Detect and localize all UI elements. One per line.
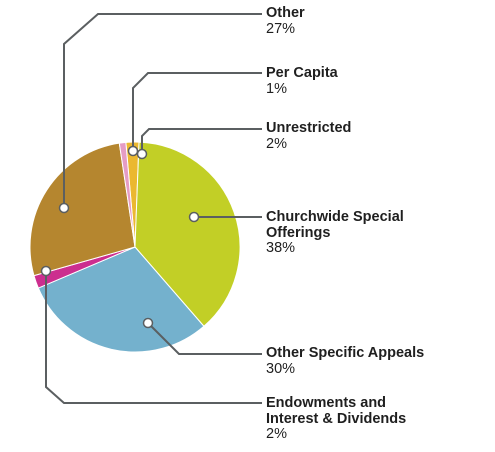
leader-line-per-capita [132,72,262,151]
label-churchwide-name-line2: Offerings [266,224,331,241]
label-endowments-name-line2: Interest & Dividends [266,410,407,427]
label-endowments: Endowments and Interest & Dividends 2% [266,395,407,443]
pie-slices [29,141,241,353]
leader-line-endowments [45,271,262,404]
pie-slice-per-capita [118,141,136,248]
leader-dot-per-capita [127,145,139,157]
leader-dot-unrestricted [136,148,148,160]
label-unrestricted: Unrestricted 2% [266,120,352,152]
label-per-capita-name: Per Capita [266,65,338,81]
pie-slice-other [29,142,136,277]
leader-dot-churchwide [188,211,200,223]
leader-dot-other-specific [142,317,154,329]
leader-line-other-specific [147,322,262,355]
label-unrestricted-name: Unrestricted [266,120,352,136]
label-churchwide-value: 38% [266,240,296,256]
leader-lines [45,13,262,404]
label-other-specific-name: Other Specific Appeals [266,345,425,361]
label-other: Other 27% [266,5,305,37]
label-endowments-name-line1: Endowments and [266,395,387,411]
label-per-capita: Per Capita 1% [266,65,338,97]
label-endowments-value: 2% [266,426,287,442]
pie-slice-churchwide-special-offerings [134,141,241,327]
label-other-name: Other [266,5,305,21]
label-churchwide-name-line1: Churchwide Special [266,209,404,225]
leader-line-unrestricted [141,128,262,154]
label-unrestricted-value: 2% [266,135,287,152]
label-per-capita-value: 1% [266,80,287,97]
leader-dot-endowments [40,265,52,277]
label-churchwide: Churchwide Special Offerings 38% [266,209,404,257]
leader-dot-other [58,202,70,214]
leader-line-other [63,13,262,208]
label-other-specific: Other Specific Appeals 30% [266,345,425,377]
pie-slice-other-specific-appeals [37,246,205,353]
label-other-specific-value: 30% [266,360,296,377]
leader-dots [40,145,200,329]
label-other-value: 27% [266,20,296,37]
